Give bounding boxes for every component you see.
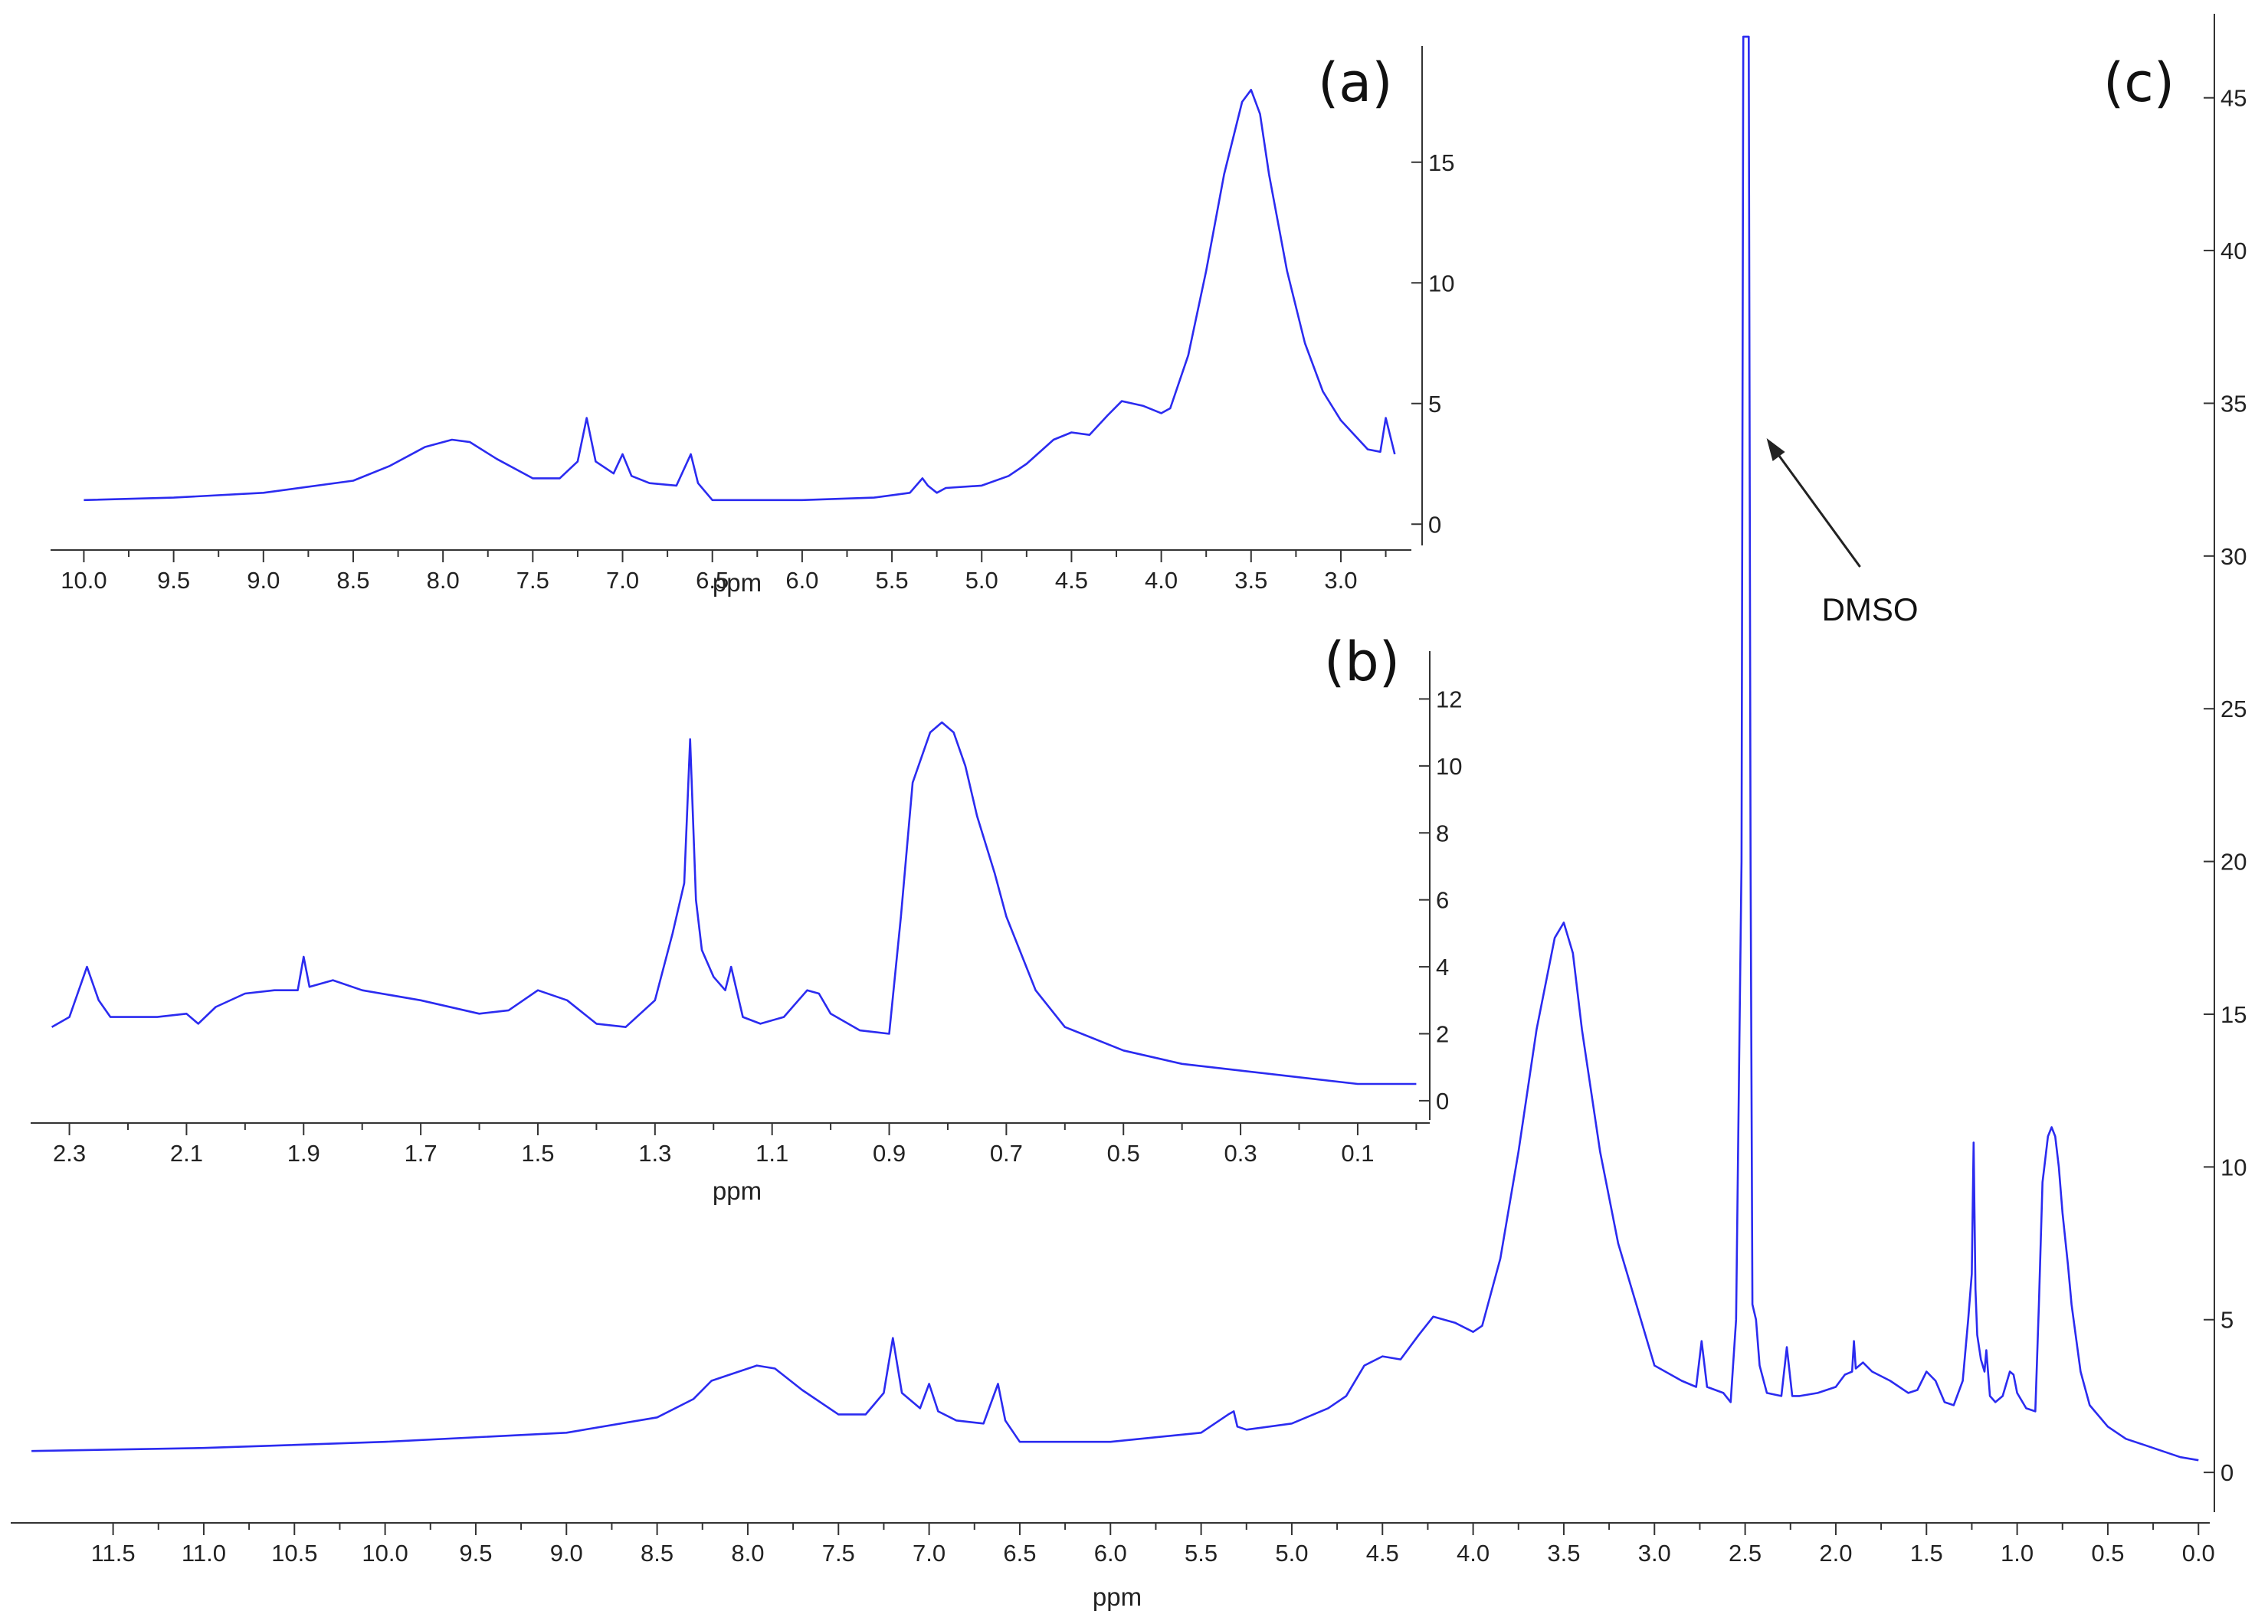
x-tick-label: 4.0 — [1457, 1540, 1490, 1567]
y-tick-label: 10 — [2220, 1154, 2247, 1180]
y-tick-label: 4 — [1436, 954, 1449, 981]
y-tick-label: 25 — [2220, 696, 2247, 722]
x-tick-label: 0.0 — [2182, 1540, 2215, 1567]
x-axis-title: ppm — [713, 1177, 762, 1205]
panel-label: (b) — [1324, 630, 1400, 693]
x-tick-label: 8.5 — [641, 1540, 674, 1567]
x-tick-label: 3.0 — [1324, 567, 1357, 594]
panel-b-inset-spectrum: 2.3 2.1 1.9 1.7 1.5 1.3 1.1 0.9 0.7 0.5 0.3 0.1 ppm 1… — [0, 605, 1471, 1218]
x-tick-label: 9.0 — [247, 567, 280, 594]
spectrum-line — [84, 89, 1396, 502]
inset-background — [0, 605, 1471, 1218]
x-tick-label: 6.5 — [1003, 1540, 1036, 1567]
x-tick-label: 4.5 — [1366, 1540, 1399, 1567]
y-tick-label: 10 — [1428, 270, 1454, 296]
y-tick-label: 20 — [2220, 849, 2247, 876]
y-tick-label: 6 — [1436, 887, 1449, 914]
x-tick-label: 1.0 — [2001, 1540, 2034, 1567]
x-tick-label: 2.1 — [170, 1140, 203, 1167]
x-tick-label: 6.5 — [696, 567, 729, 594]
panel-a-inset-spectrum: 10.0 9.5 9.0 8.5 8.0 7.5 7.0 6.5 6.0 5.5 5.0 4.5 4.0… — [0, 0, 1456, 605]
x-tick-label: 1.7 — [405, 1140, 438, 1167]
x-tick-label: 0.1 — [1341, 1140, 1374, 1167]
x-tick-label: 1.5 — [1910, 1540, 1943, 1567]
x-tick-label: 7.5 — [516, 567, 549, 594]
y-tick-label: 45 — [2220, 85, 2247, 112]
x-tick-label: 7.0 — [913, 1540, 946, 1567]
x-axis-title: ppm — [1093, 1583, 1142, 1611]
panel-label: (a) — [1318, 51, 1393, 114]
annotation-label: DMSO — [1822, 591, 1919, 627]
panel-c-full-spectrum: 11.5 11.0 10.5 10.0 9.5 9.0 8.5 8.0 7.5 7.0 6.5 6.0… — [11, 14, 2247, 1611]
x-tick-label: 5.0 — [1275, 1540, 1308, 1567]
x-tick-label: 0.3 — [1224, 1140, 1257, 1167]
x-tick-label: 5.0 — [965, 567, 998, 594]
x-tick-label: 9.5 — [459, 1540, 492, 1567]
x-tick-label: 8.0 — [427, 567, 460, 594]
y-tick-label: 0 — [2220, 1459, 2234, 1486]
x-tick-label: 7.5 — [822, 1540, 855, 1567]
x-tick-label: 11.5 — [91, 1540, 136, 1567]
x-tick-label: 1.1 — [755, 1140, 788, 1167]
x-tick-label: 4.0 — [1145, 567, 1178, 594]
x-tick-label: 3.0 — [1638, 1540, 1671, 1567]
x-tick-label: 0.9 — [873, 1140, 906, 1167]
y-tick-label: 35 — [2220, 390, 2247, 417]
x-tick-label: 6.0 — [1094, 1540, 1127, 1567]
x-axis-title: ppm — [713, 568, 762, 597]
x-tick-label: 1.3 — [638, 1140, 671, 1167]
x-tick-label: 7.0 — [606, 567, 639, 594]
x-tick-label: 2.3 — [53, 1140, 86, 1167]
x-tick-label: 3.5 — [1547, 1540, 1580, 1567]
y-tick-label: 12 — [1436, 686, 1462, 712]
x-tick-label: 2.0 — [1819, 1540, 1852, 1567]
x-tick-label: 9.5 — [157, 567, 190, 594]
y-tick-label: 40 — [2220, 237, 2247, 264]
y-tick-label: 5 — [2220, 1307, 2234, 1334]
x-tick-label: 10.0 — [61, 567, 107, 594]
x-tick-label: 1.5 — [521, 1140, 554, 1167]
y-tick-label: 0 — [1428, 511, 1441, 538]
x-tick-label: 0.7 — [990, 1140, 1023, 1167]
x-tick-label: 4.5 — [1055, 567, 1088, 594]
annotation-arrowhead — [1766, 438, 1785, 461]
x-tick-label: 10.0 — [362, 1540, 408, 1567]
x-tick-label: 5.5 — [1185, 1540, 1218, 1567]
panel-label: (c) — [2103, 51, 2175, 114]
x-tick-label: 5.5 — [876, 567, 909, 594]
x-tick-label: 6.0 — [785, 567, 818, 594]
x-tick-label: 9.0 — [550, 1540, 583, 1567]
x-tick-label: 3.5 — [1234, 567, 1267, 594]
y-tick-label: 15 — [2220, 1001, 2247, 1028]
x-tick-label: 2.5 — [1729, 1540, 1762, 1567]
y-tick-label: 0 — [1436, 1088, 1449, 1115]
y-tick-label: 8 — [1436, 820, 1449, 846]
y-tick-label: 2 — [1436, 1020, 1449, 1047]
x-tick-label: 0.5 — [2091, 1540, 2124, 1567]
x-tick-label: 8.0 — [731, 1540, 764, 1567]
x-tick-label: 8.5 — [336, 567, 369, 594]
x-tick-label: 11.0 — [182, 1540, 226, 1567]
y-tick-label: 15 — [1428, 149, 1454, 176]
spectrum-line — [31, 35, 2199, 1462]
inset-background — [0, 0, 1456, 605]
y-tick-label: 30 — [2220, 543, 2247, 570]
y-tick-label: 10 — [1436, 753, 1462, 780]
annotation-arrow — [1768, 442, 1861, 568]
spectrum-line — [51, 721, 1417, 1085]
x-tick-label: 10.5 — [271, 1540, 317, 1567]
x-tick-label: 0.5 — [1107, 1140, 1140, 1167]
x-tick-label: 1.9 — [287, 1140, 320, 1167]
y-tick-label: 5 — [1428, 391, 1441, 417]
